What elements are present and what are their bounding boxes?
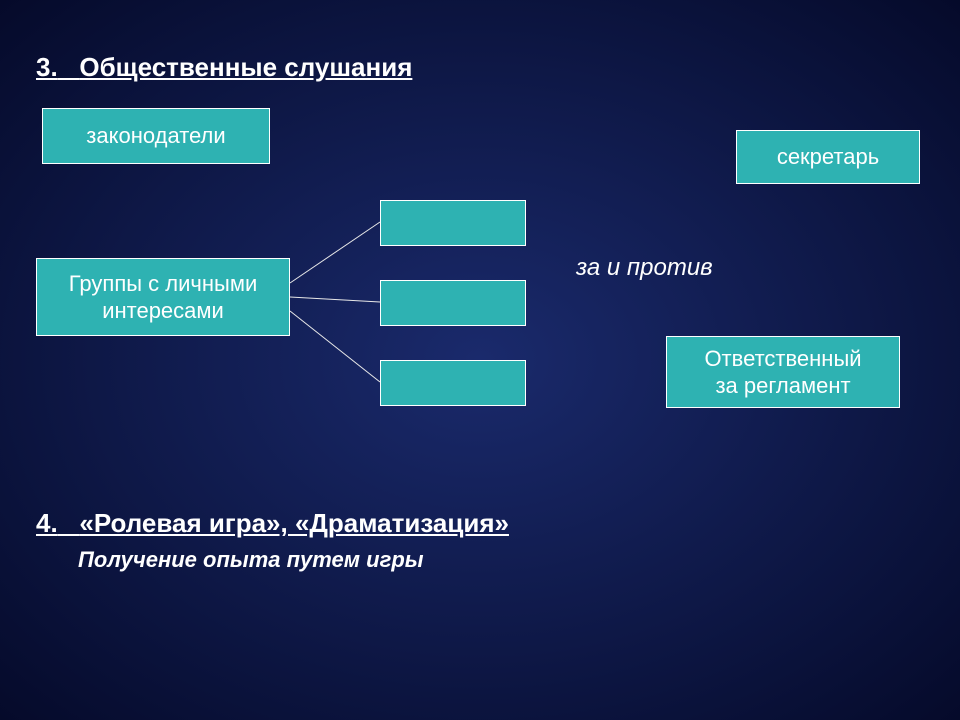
heading-3-number: 3. (36, 52, 58, 82)
box-regulator-label: Ответственный за регламент (704, 345, 861, 400)
heading-4: 4. «Ролевая игра», «Драматизация» (36, 508, 509, 539)
heading-4-text: «Ролевая игра», «Драматизация» (79, 508, 509, 538)
heading-4-number: 4. (36, 508, 58, 538)
label-pro-contra: за и против (576, 254, 713, 282)
box-secretary: секретарь (736, 130, 920, 184)
connector-line (290, 222, 380, 283)
box-secretary-label: секретарь (777, 143, 879, 171)
box-legislators: законодатели (42, 108, 270, 164)
box-interest-group-label: Группы с личными интересами (69, 270, 258, 325)
subtitle-4: Получение опыта путем игры (78, 547, 424, 573)
box-interest-group: Группы с личными интересами (36, 258, 290, 336)
box-legislators-label: законодатели (86, 122, 225, 150)
heading-3: 3. Общественные слушания (36, 52, 412, 83)
connector-line (290, 297, 380, 302)
slide: 3. Общественные слушания законодатели се… (0, 0, 960, 720)
connector-line (290, 311, 380, 382)
box-sub2 (380, 280, 526, 326)
box-regulator: Ответственный за регламент (666, 336, 900, 408)
heading-3-text: Общественные слушания (79, 52, 412, 82)
box-sub3 (380, 360, 526, 406)
box-sub1 (380, 200, 526, 246)
